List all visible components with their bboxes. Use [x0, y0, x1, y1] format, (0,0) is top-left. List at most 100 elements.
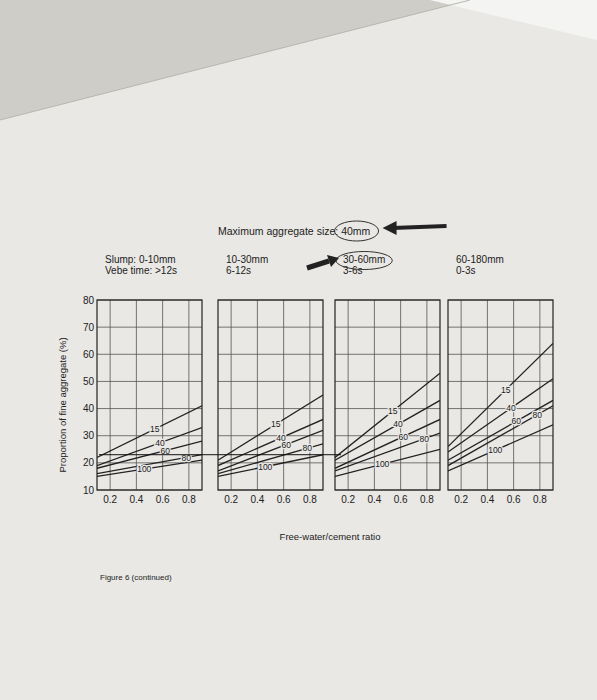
- series-label: 60: [399, 432, 409, 442]
- page: [0, 0, 597, 700]
- grid-line: [335, 327, 440, 328]
- caption: Figure 6 (continued): [100, 573, 172, 582]
- figure-title: Maximum aggregate size: 40mm: [218, 225, 371, 237]
- series-label: 100: [137, 464, 151, 474]
- plot-frame: [335, 300, 440, 490]
- grid-line: [218, 381, 323, 382]
- panel: 0.20.40.60.81020304050607080Slump: 0-10m…: [83, 254, 202, 505]
- page-light: [430, 0, 597, 40]
- grid-line: [448, 327, 553, 328]
- x-tick-label: 0.8: [420, 494, 434, 505]
- series-label: 60: [161, 446, 171, 456]
- series-label: 100: [488, 445, 502, 455]
- plot-frame: [97, 300, 202, 490]
- grid-line: [218, 327, 323, 328]
- grid-line: [335, 354, 440, 355]
- x-tick-label: 0.4: [250, 494, 264, 505]
- series-group: [448, 343, 553, 471]
- fineness-line: [448, 406, 553, 466]
- x-axis-label: Free-water/cement ratio: [280, 531, 381, 542]
- panel-title: 60-180mm: [456, 254, 504, 265]
- grid-line: [461, 300, 462, 490]
- fineness-line: [97, 460, 202, 476]
- panel-title: Slump: 0-10mm: [105, 254, 176, 265]
- fineness-line: [448, 400, 553, 460]
- grid-line: [231, 300, 232, 490]
- y-tick-label: 40: [83, 403, 95, 414]
- series-label: 40: [506, 403, 516, 413]
- pen-arrowhead: [327, 255, 339, 267]
- grid-line: [97, 327, 202, 328]
- x-tick-label: 0.4: [129, 494, 143, 505]
- series-label: 80: [182, 453, 192, 463]
- y-tick-label: 60: [83, 349, 95, 360]
- series-label: 80: [533, 410, 543, 420]
- grid-line: [539, 300, 540, 490]
- series-label: 60: [282, 440, 292, 450]
- series-group: [218, 395, 323, 476]
- series-label: 15: [271, 419, 281, 429]
- fineness-line: [335, 433, 440, 471]
- series-label: 15: [388, 406, 398, 416]
- grid-line: [335, 381, 440, 382]
- series-label: 80: [420, 434, 430, 444]
- grid-line: [283, 300, 284, 490]
- x-tick-label: 0.4: [480, 494, 494, 505]
- grid-line: [218, 354, 323, 355]
- pen-arrow: [393, 226, 447, 228]
- y-tick-label: 10: [83, 485, 95, 496]
- series-label: 60: [512, 416, 522, 426]
- fineness-line: [448, 425, 553, 471]
- reading-line: [99, 454, 341, 455]
- panel: 0.20.40.60.830-60mm3-6s15406080100: [335, 254, 440, 505]
- grid-line: [448, 354, 553, 355]
- fineness-line: [448, 379, 553, 452]
- grid-line: [426, 300, 427, 490]
- grid-line: [513, 300, 514, 490]
- grid-line: [97, 408, 202, 409]
- x-tick-label: 0.2: [341, 494, 355, 505]
- grid-line: [218, 408, 323, 409]
- panel: 0.20.40.60.810-30mm6-12s15406080100: [218, 254, 323, 505]
- grid-line: [97, 354, 202, 355]
- series-label: 100: [375, 459, 389, 469]
- fineness-line: [335, 419, 440, 468]
- x-tick-label: 0.6: [277, 494, 291, 505]
- x-tick-label: 0.6: [507, 494, 521, 505]
- pen-arrow: [307, 261, 329, 268]
- pen-circle: [335, 221, 379, 241]
- fineness-line: [97, 406, 202, 458]
- grid-line: [97, 435, 202, 436]
- x-tick-label: 0.6: [394, 494, 408, 505]
- fineness-line: [335, 373, 440, 457]
- pen-arrowhead: [383, 221, 397, 235]
- page-edge: [0, 0, 470, 120]
- series-label: 80: [303, 443, 313, 453]
- y-axis-label: Proportion of fine aggregate (%): [57, 337, 68, 472]
- x-tick-label: 0.2: [103, 494, 117, 505]
- panel: 0.20.40.60.860-180mm0-3s15406080100: [448, 254, 553, 505]
- x-tick-label: 0.8: [182, 494, 196, 505]
- grid-line: [448, 381, 553, 382]
- y-tick-label: 30: [83, 430, 95, 441]
- panel-subtitle: Vebe time: >12s: [105, 265, 177, 276]
- grid-line: [136, 300, 137, 490]
- grid-line: [400, 300, 401, 490]
- series-group: [97, 406, 202, 477]
- x-tick-label: 0.2: [454, 494, 468, 505]
- y-tick-label: 20: [83, 457, 95, 468]
- series-group: [335, 373, 440, 476]
- fineness-line: [218, 444, 323, 474]
- series-label: 40: [393, 419, 403, 429]
- grid-line: [309, 300, 310, 490]
- panel-subtitle: 6-12s: [226, 265, 251, 276]
- x-tick-label: 0.6: [156, 494, 170, 505]
- pen-circle: [336, 252, 392, 270]
- fineness-line: [218, 455, 323, 477]
- panel-title: 10-30mm: [226, 254, 268, 265]
- fineness-line: [335, 400, 440, 460]
- series-label: 15: [501, 385, 511, 395]
- fineness-line: [218, 430, 323, 471]
- grid-line: [448, 462, 553, 463]
- plot-frame: [448, 300, 553, 490]
